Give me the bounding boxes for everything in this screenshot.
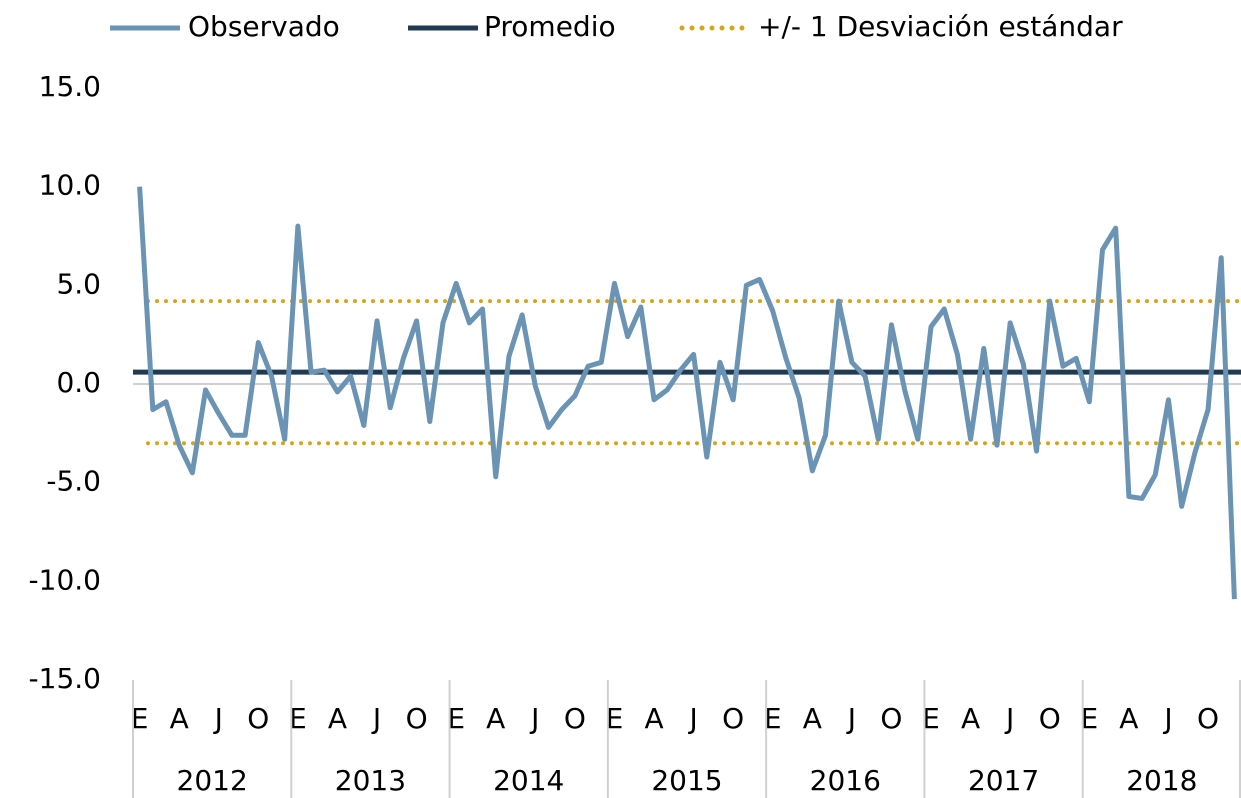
x-tick-label: J xyxy=(1004,702,1014,735)
y-tick-label: 0.0 xyxy=(56,366,101,399)
x-tick-label: J xyxy=(529,702,539,735)
x-tick-label: O xyxy=(880,702,902,735)
y-tick-label: -15.0 xyxy=(29,662,101,695)
x-tick-label: E xyxy=(606,702,624,735)
year-label: 2016 xyxy=(810,764,881,797)
x-tick-label: E xyxy=(447,702,465,735)
legend-label: +/- 1 Desviación estándar xyxy=(758,10,1123,43)
year-label: 2017 xyxy=(968,764,1039,797)
x-tick-label: E xyxy=(289,702,307,735)
x-tick-label: O xyxy=(1039,702,1061,735)
x-tick-label: O xyxy=(406,702,428,735)
x-tick-label: A xyxy=(486,702,505,735)
x-tick-label: J xyxy=(1162,702,1172,735)
x-tick-label: A xyxy=(328,702,347,735)
x-tick-label: A xyxy=(644,702,663,735)
y-tick-label: 15.0 xyxy=(39,70,101,103)
x-tick-label: A xyxy=(961,702,980,735)
x-tick-label: O xyxy=(247,702,269,735)
x-tick-label: E xyxy=(131,702,149,735)
x-tick-label: J xyxy=(687,702,697,735)
year-label: 2018 xyxy=(1126,764,1197,797)
year-label: 2014 xyxy=(493,764,564,797)
x-tick-label: A xyxy=(170,702,189,735)
year-label: 2012 xyxy=(177,764,248,797)
series-line xyxy=(137,186,1237,600)
legend-label: Observado xyxy=(188,10,340,43)
x-tick-label: J xyxy=(371,702,381,735)
y-tick-label: 5.0 xyxy=(56,267,101,300)
x-tick-label: O xyxy=(722,702,744,735)
year-label: 2013 xyxy=(335,764,406,797)
y-tick-label: -5.0 xyxy=(46,465,101,498)
x-tick-label: A xyxy=(803,702,822,735)
y-tick-label: -10.0 xyxy=(29,563,101,596)
y-tick-label: 10.0 xyxy=(39,169,101,202)
x-tick-label: O xyxy=(564,702,586,735)
x-tick-label: A xyxy=(1119,702,1138,735)
legend-label: Promedio xyxy=(484,10,616,43)
x-tick-label: E xyxy=(922,702,940,735)
x-tick-label: J xyxy=(213,702,223,735)
x-tick-label: E xyxy=(1080,702,1098,735)
year-label: 2015 xyxy=(651,764,722,797)
x-tick-label: J xyxy=(846,702,856,735)
x-tick-label: E xyxy=(764,702,782,735)
x-tick-label: O xyxy=(1197,702,1219,735)
